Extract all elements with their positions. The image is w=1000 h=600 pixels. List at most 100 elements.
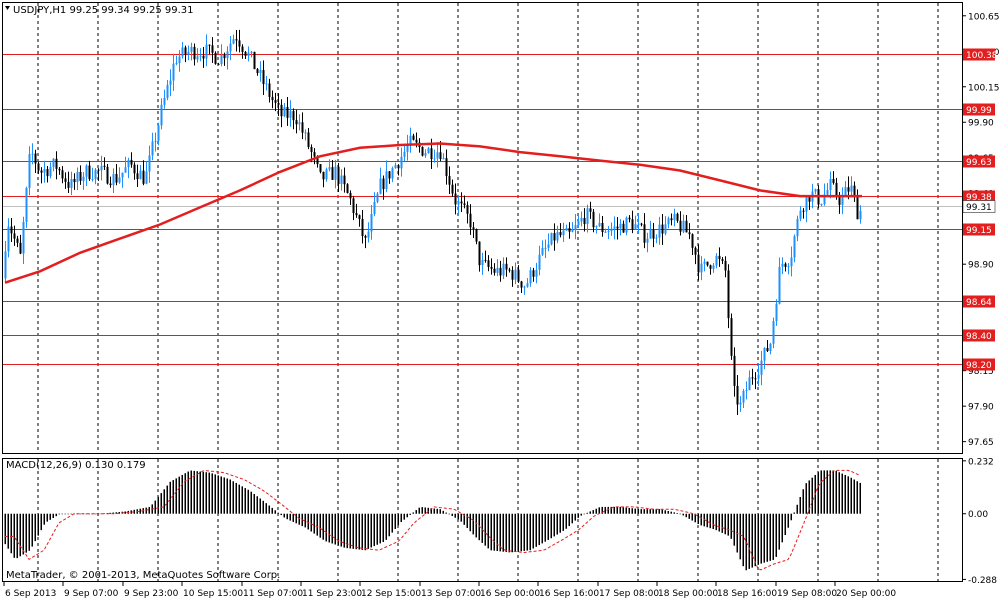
candle-body xyxy=(166,84,169,98)
macd-bar xyxy=(790,513,792,521)
macd-bar xyxy=(637,508,639,514)
candle-body xyxy=(661,224,664,234)
macd-bar xyxy=(67,513,69,515)
macd-bar xyxy=(490,513,492,551)
macd-pane[interactable] xyxy=(2,458,963,582)
candle-body xyxy=(268,83,271,97)
candle-body xyxy=(280,104,283,117)
candle-body xyxy=(364,235,367,238)
candle-body xyxy=(313,151,316,157)
macd-bar xyxy=(190,470,192,514)
candle-body xyxy=(400,156,403,169)
macd-bar xyxy=(748,513,750,569)
candle-body xyxy=(169,80,172,85)
macd-bar xyxy=(274,510,276,514)
candle-body xyxy=(598,222,601,227)
price-tick-label: 97.90 xyxy=(968,403,994,413)
candle-body xyxy=(22,222,25,254)
macd-bar xyxy=(217,475,219,514)
candle-body xyxy=(670,218,673,221)
price-tick-label: 97.65 xyxy=(968,438,994,448)
macd-bar xyxy=(769,513,771,561)
macd-bar xyxy=(562,513,564,531)
candle-body xyxy=(562,230,565,236)
macd-bar xyxy=(649,509,651,514)
candle-body xyxy=(544,247,547,249)
candle-body xyxy=(316,156,319,165)
macd-bar xyxy=(805,483,807,514)
candle-body xyxy=(43,169,46,173)
macd-bar xyxy=(508,513,510,553)
candle-body xyxy=(691,234,694,248)
price-tick-label: 100.15 xyxy=(968,83,1000,93)
macd-bar xyxy=(115,512,117,514)
time-tick-label: 13 Sep 07:00 xyxy=(421,589,481,599)
macd-tick-label: -0.288 xyxy=(968,576,997,586)
macd-bar xyxy=(505,513,507,553)
macd-bar xyxy=(541,513,543,544)
candle-body xyxy=(388,171,391,179)
candle-body xyxy=(205,44,208,59)
candle-body xyxy=(328,167,331,170)
macd-tick-label: 0.00 xyxy=(968,510,988,520)
candle-body xyxy=(844,187,847,196)
macd-bar xyxy=(34,513,36,542)
candle-body xyxy=(331,167,334,180)
candle-body xyxy=(757,374,760,379)
macd-bar xyxy=(13,513,15,558)
candle-body xyxy=(343,175,346,185)
macd-bar xyxy=(454,513,456,518)
candle-body xyxy=(454,193,457,205)
candle-body xyxy=(565,228,568,231)
macd-bar xyxy=(289,513,291,521)
symbol-arrow-icon[interactable] xyxy=(5,6,10,10)
macd-bar xyxy=(52,513,54,518)
macd-bar xyxy=(700,513,702,526)
macd-bar xyxy=(376,513,378,545)
macd-bar xyxy=(166,485,168,514)
candle-body xyxy=(559,232,562,236)
macd-bar xyxy=(835,470,837,514)
candle-body xyxy=(463,203,466,206)
macd-bar xyxy=(271,507,273,514)
candle-body xyxy=(766,347,769,351)
candle-body xyxy=(31,153,34,155)
level-label-box xyxy=(963,190,995,203)
candle-body xyxy=(586,208,589,225)
candle-body xyxy=(427,148,430,154)
macd-bar xyxy=(808,480,810,514)
macd-bar xyxy=(676,513,678,514)
candle-body xyxy=(721,259,724,261)
candle-body xyxy=(859,210,862,220)
macd-bar xyxy=(487,513,489,549)
macd-bar xyxy=(193,470,195,514)
time-tick-label: 20 Sep 00:00 xyxy=(836,589,896,599)
macd-bar xyxy=(589,511,591,514)
candle-body xyxy=(589,208,592,212)
macd-bar xyxy=(847,476,849,514)
macd-bar xyxy=(763,513,765,563)
macd-bar xyxy=(358,513,360,550)
candle-body xyxy=(67,181,70,188)
price-pane[interactable] xyxy=(2,2,963,454)
candle-body xyxy=(304,132,307,134)
macd-bar xyxy=(172,480,174,514)
macd-bar xyxy=(22,513,24,555)
candle-body xyxy=(517,269,520,282)
candle-body xyxy=(286,107,289,118)
candle-body xyxy=(751,377,754,379)
macd-bar xyxy=(643,509,645,514)
candle-body xyxy=(856,195,859,220)
current-price-box xyxy=(962,200,996,213)
candle-body xyxy=(796,218,799,237)
candle-body xyxy=(625,217,628,233)
macd-bar xyxy=(46,513,48,522)
macd-bar xyxy=(205,472,207,514)
macd-bar xyxy=(253,493,255,514)
candle-body xyxy=(478,241,481,266)
candle-body xyxy=(760,360,763,375)
candle-body xyxy=(799,210,802,219)
macd-bar xyxy=(451,513,453,517)
candle-body xyxy=(94,169,97,180)
